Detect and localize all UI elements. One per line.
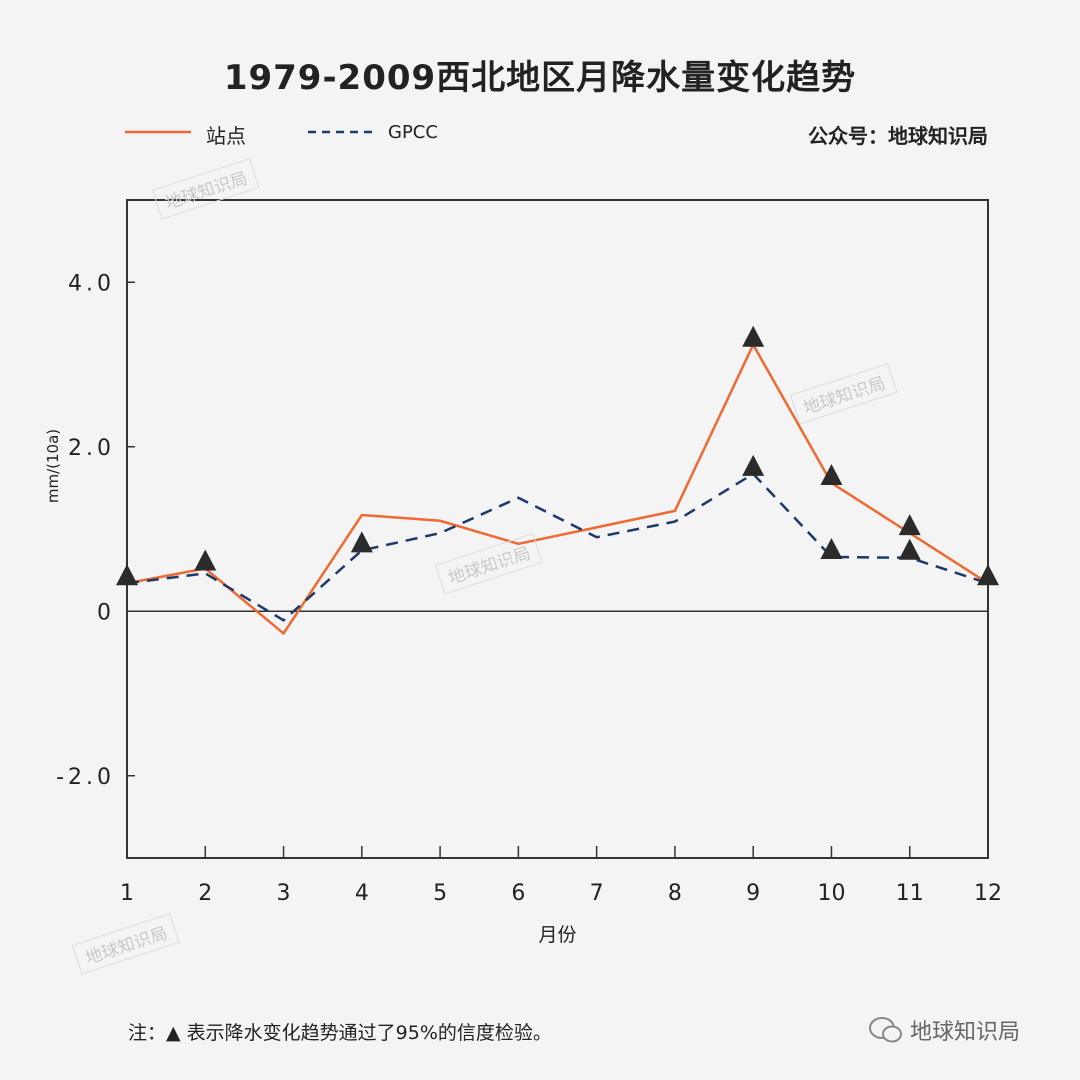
significance-triangle-marker bbox=[742, 454, 765, 476]
x-tick-label: 3 bbox=[277, 881, 291, 906]
x-tick-label: 11 bbox=[896, 881, 924, 906]
significance-triangle-marker bbox=[898, 514, 921, 536]
y-tick-label: 4.0 bbox=[68, 271, 115, 296]
significance-triangle-marker bbox=[820, 537, 843, 559]
series-line-station bbox=[126, 342, 989, 636]
plot-frame bbox=[126, 199, 989, 859]
legend-label-gpcc: GPCC bbox=[388, 122, 438, 143]
significance-triangle-marker bbox=[820, 463, 843, 485]
y-tick-label: 0 bbox=[97, 600, 115, 625]
logo-text: 地球知识局 bbox=[910, 1020, 1021, 1045]
logo: 地球知识局 bbox=[868, 1014, 1020, 1046]
x-tick-label: 6 bbox=[511, 881, 525, 906]
wechat-icon bbox=[869, 1017, 902, 1043]
significance-triangle-marker bbox=[898, 538, 921, 560]
footnote: 注：▲ 表示降水变化趋势通过了95%的信度检验。 bbox=[128, 1022, 552, 1044]
x-tick-label: 9 bbox=[746, 881, 760, 906]
significance-triangle-marker bbox=[116, 564, 138, 586]
source-label: 公众号：地球知识局 bbox=[808, 124, 988, 148]
y-axis-label: mm/(10a) bbox=[44, 429, 62, 503]
y-tick-label: 2.0 bbox=[68, 436, 115, 461]
legend-swatch-gpcc bbox=[308, 130, 376, 134]
significance-triangle-marker bbox=[977, 564, 999, 586]
legend-label-station: 站点 bbox=[206, 124, 246, 148]
x-tick-label: 1 bbox=[120, 881, 134, 906]
x-tick-label: 10 bbox=[817, 881, 845, 906]
y-tick-label: -2.0 bbox=[56, 765, 115, 790]
x-tick-label: 2 bbox=[198, 881, 212, 906]
legend-swatch-station bbox=[125, 130, 191, 134]
x-tick-label: 12 bbox=[974, 881, 1002, 906]
x-axis-label: 月份 bbox=[538, 924, 576, 946]
x-tick-label: 4 bbox=[355, 881, 369, 906]
significance-triangle-marker bbox=[350, 531, 373, 553]
significance-triangle-marker bbox=[742, 325, 765, 347]
significance-triangle-marker bbox=[194, 549, 217, 571]
x-tick-label: 8 bbox=[668, 881, 682, 906]
x-tick-label: 7 bbox=[590, 881, 604, 906]
x-tick-label: 5 bbox=[433, 881, 447, 906]
chart-title: 1979-2009西北地区月降水量变化趋势 bbox=[223, 58, 857, 98]
series-line-gpcc bbox=[126, 472, 989, 622]
